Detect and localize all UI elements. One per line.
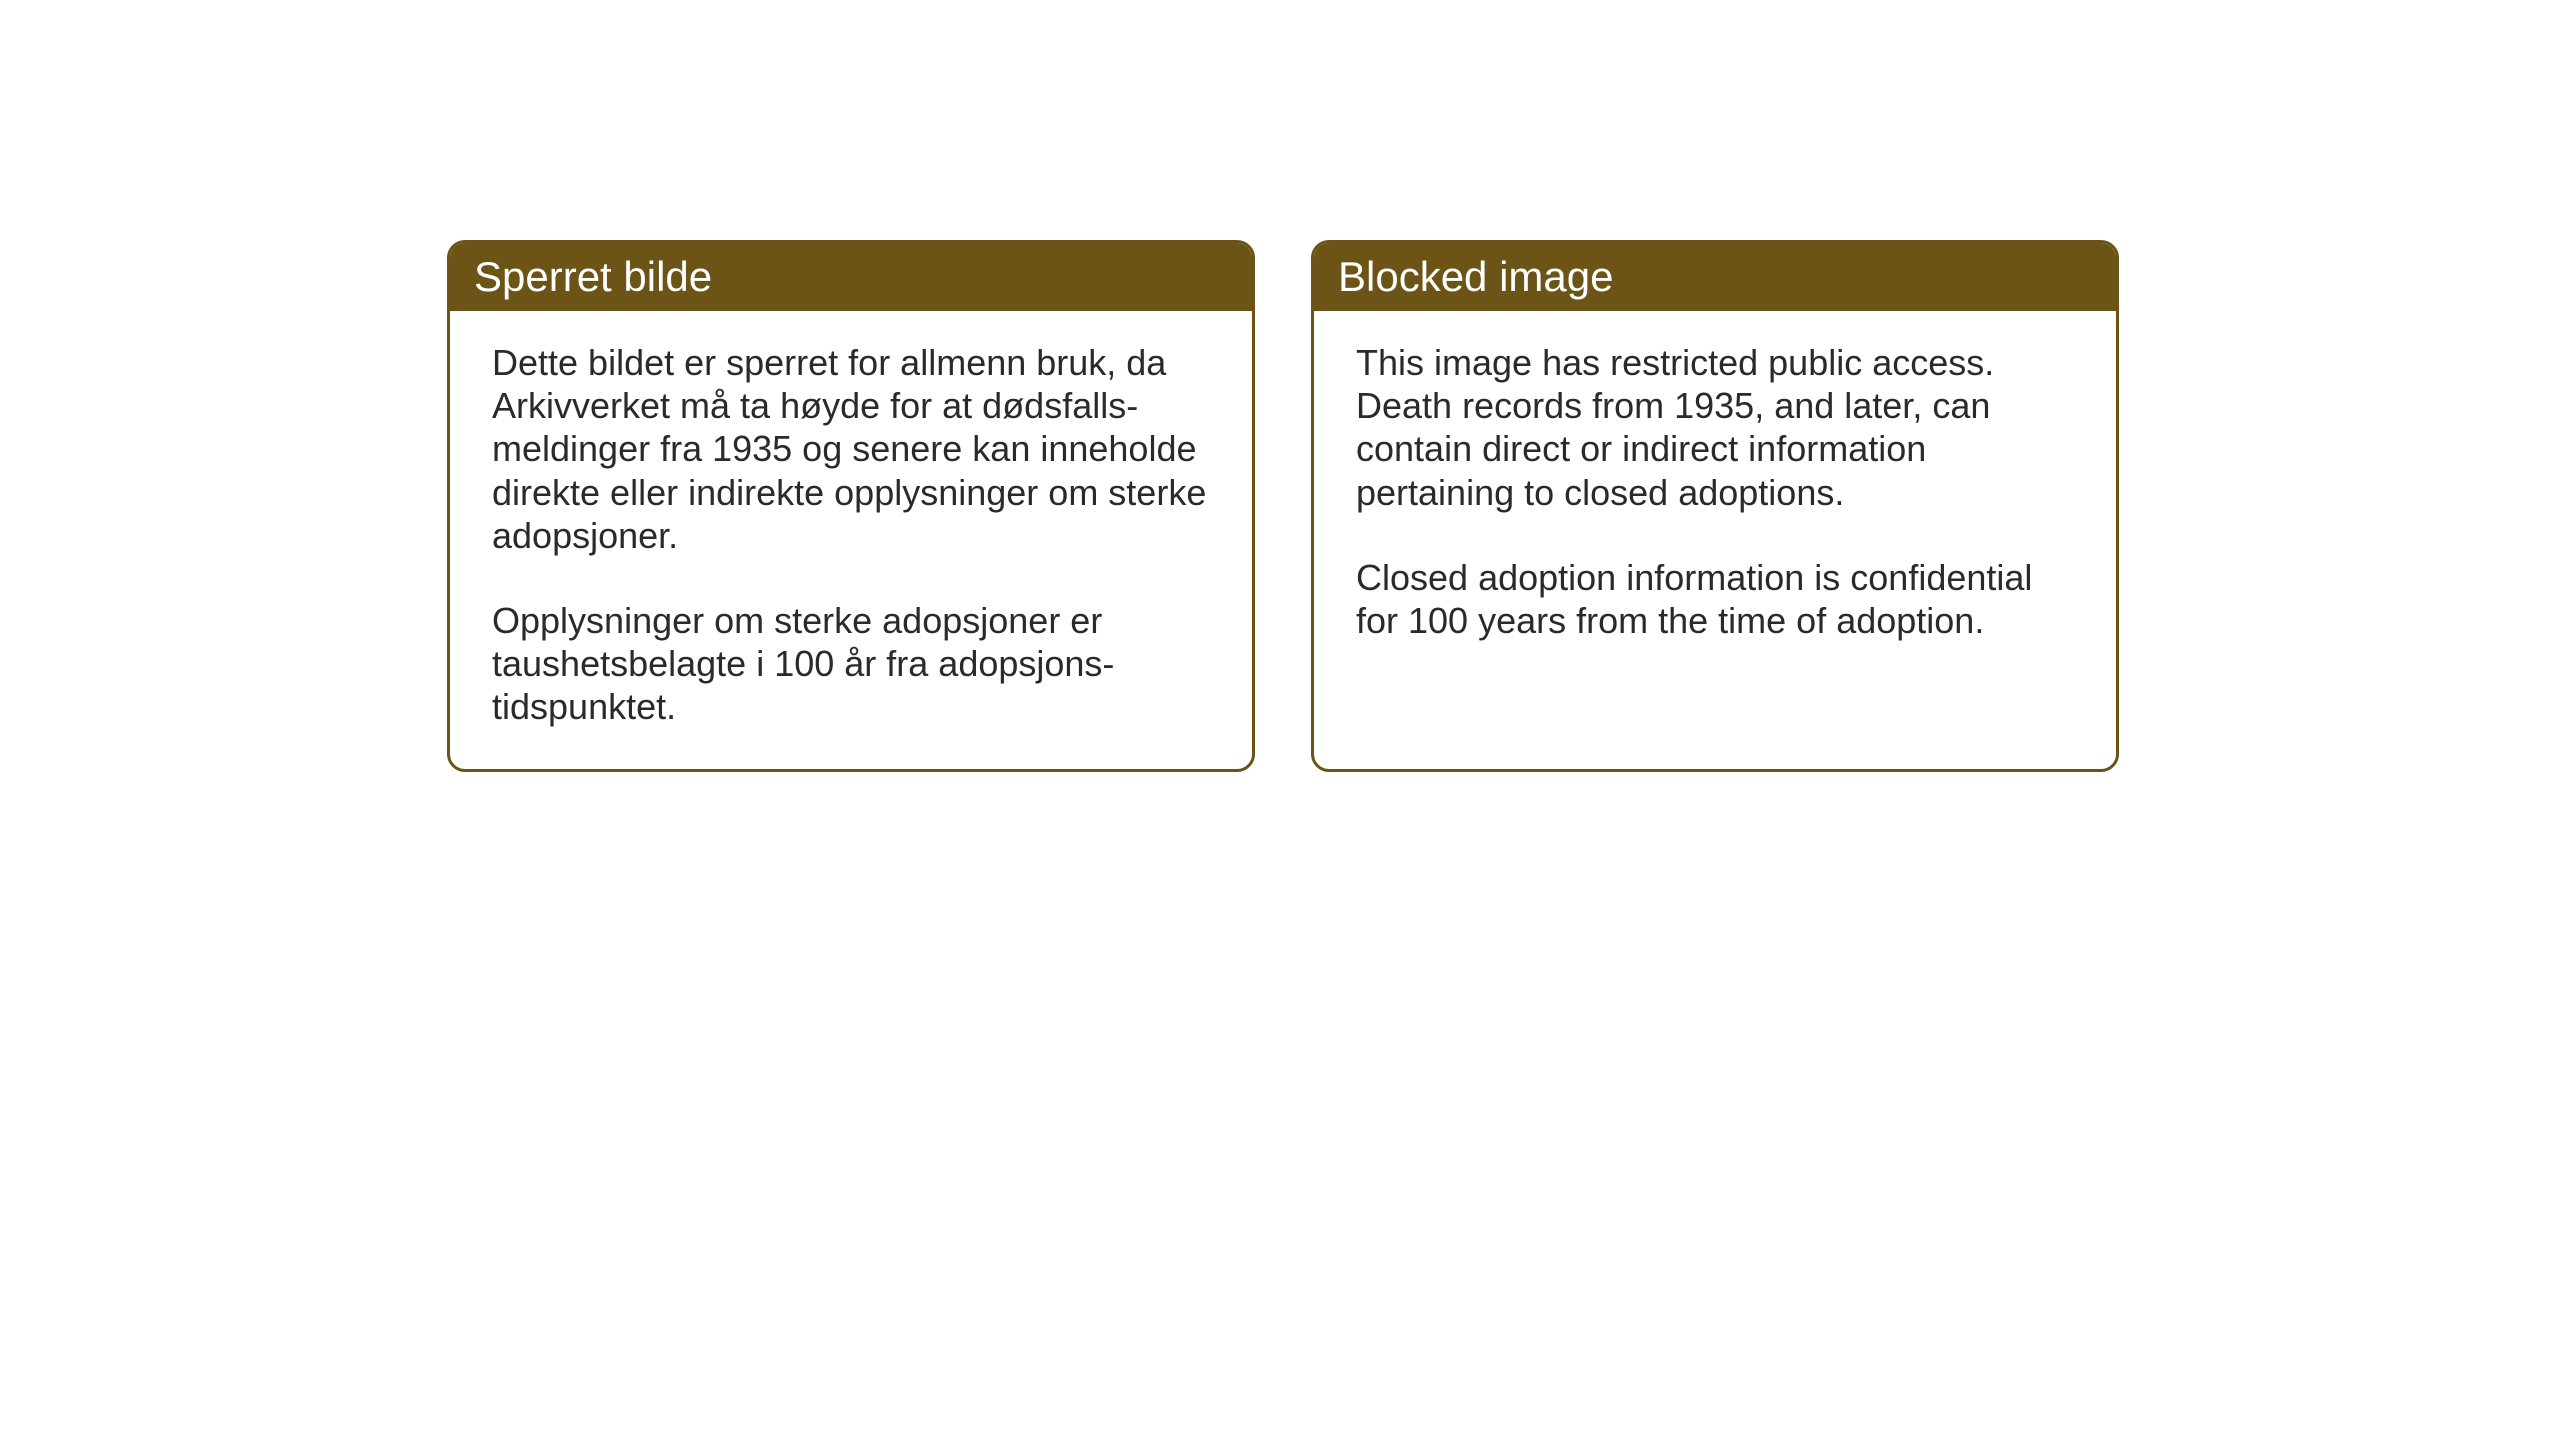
card-title-norwegian: Sperret bilde [474, 253, 712, 300]
card-body-norwegian: Dette bildet er sperret for allmenn bruk… [450, 311, 1252, 769]
notice-container: Sperret bilde Dette bildet er sperret fo… [447, 240, 2119, 772]
card-header-norwegian: Sperret bilde [450, 243, 1252, 311]
card-paragraph1-norwegian: Dette bildet er sperret for allmenn bruk… [492, 341, 1210, 557]
card-title-english: Blocked image [1338, 253, 1613, 300]
card-paragraph1-english: This image has restricted public access.… [1356, 341, 2074, 514]
notice-card-english: Blocked image This image has restricted … [1311, 240, 2119, 772]
card-paragraph2-english: Closed adoption information is confident… [1356, 556, 2074, 642]
card-header-english: Blocked image [1314, 243, 2116, 311]
notice-card-norwegian: Sperret bilde Dette bildet er sperret fo… [447, 240, 1255, 772]
card-body-english: This image has restricted public access.… [1314, 311, 2116, 741]
card-paragraph2-norwegian: Opplysninger om sterke adopsjoner er tau… [492, 599, 1210, 729]
